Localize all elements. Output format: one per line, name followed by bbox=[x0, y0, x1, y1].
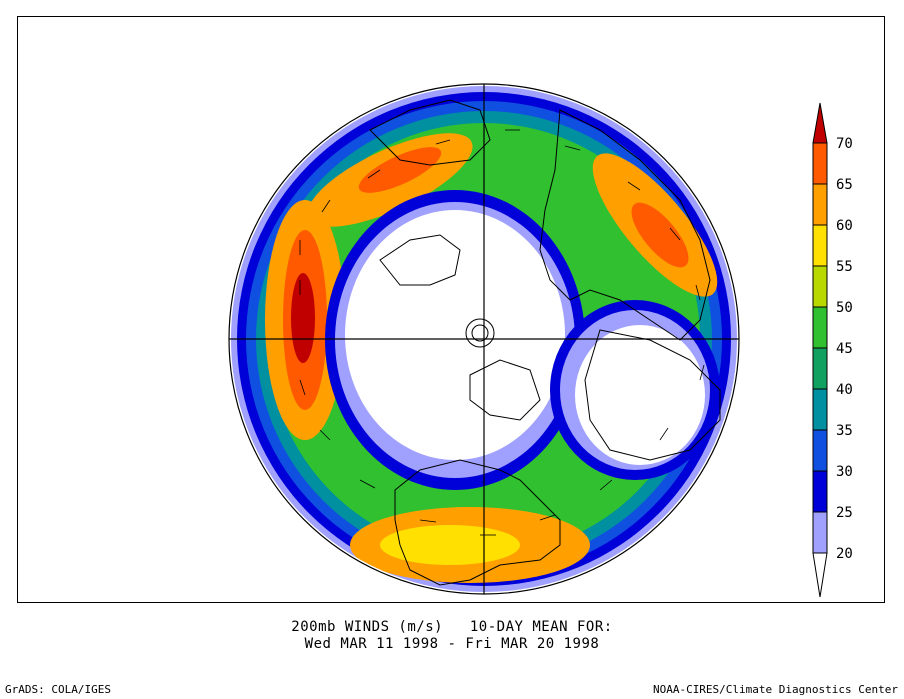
credit-right: NOAA-CIRES/Climate Diagnostics Center bbox=[652, 683, 898, 696]
wind-speed-contours bbox=[229, 84, 739, 594]
credit-left: GrADS: COLA/IGES bbox=[5, 683, 111, 696]
colorbar-label-30: 30 bbox=[836, 464, 853, 480]
colorbar-label-45: 45 bbox=[836, 341, 853, 357]
colorbar-label-40: 40 bbox=[836, 382, 853, 398]
colorbar bbox=[812, 102, 828, 598]
colorbar-label-65: 65 bbox=[836, 177, 853, 193]
colorbar-label-25: 25 bbox=[836, 505, 853, 521]
coastlines bbox=[369, 99, 721, 586]
colorbar-label-20: 20 bbox=[836, 546, 853, 562]
colorbar-label-60: 60 bbox=[836, 218, 853, 234]
colorbar-label-35: 35 bbox=[836, 423, 853, 439]
colorbar-label-70: 70 bbox=[836, 136, 853, 152]
map-title-line-2: Wed MAR 11 1998 - Fri MAR 20 1998 bbox=[304, 636, 600, 652]
colorbar-label-55: 55 bbox=[836, 259, 853, 275]
wind-vectors bbox=[299, 129, 705, 536]
map-frame bbox=[17, 16, 885, 603]
polar-vortex-center bbox=[465, 318, 495, 348]
colorbar-label-50: 50 bbox=[836, 300, 853, 316]
map-title-line-1: 200mb WINDS (m/s) 10-DAY MEAN FOR: bbox=[291, 619, 613, 635]
